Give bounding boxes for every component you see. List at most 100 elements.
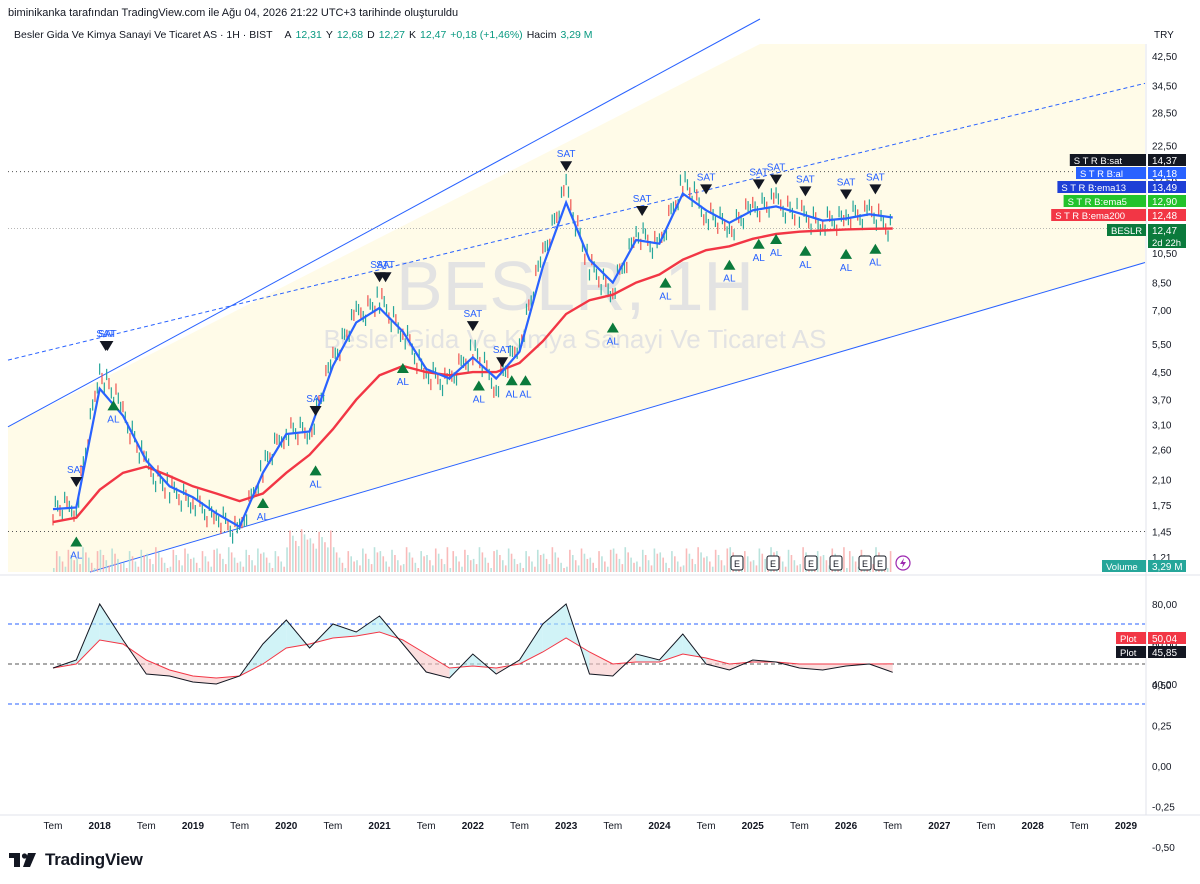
volume-bar [624, 547, 627, 572]
time-axis-label: 2023 [555, 821, 578, 832]
volume-bar [536, 549, 539, 572]
time-axis-label: Tem [697, 821, 716, 832]
volume-bar [350, 556, 352, 572]
volume-bar [268, 562, 271, 572]
buy-signal-marker [396, 363, 409, 374]
volume-bar [469, 560, 472, 572]
symbol-title[interactable]: Besler Gida Ve Kimya Sanayi Ve Ticaret A… [14, 29, 273, 41]
open-value: 12,31 [295, 29, 322, 41]
price-tag-label: S T R B:ema13 [1061, 183, 1126, 194]
price-tag-value-bg [1148, 181, 1186, 193]
volume-bar [318, 531, 320, 572]
indicator-tag-label: Plot [1120, 634, 1137, 645]
volume-bar [455, 556, 457, 572]
price-tag-label: S T R B:ema5 [1068, 197, 1127, 208]
indicator-axis-tick: 60,00 [1152, 640, 1177, 651]
sell-signal-label: SAT [796, 174, 815, 185]
volume-bar [192, 557, 195, 572]
volume-bar [166, 568, 169, 572]
lower-axis-tick: 0,50 [1152, 681, 1172, 692]
volume-bar [659, 552, 662, 572]
volume-bar [210, 566, 213, 572]
volume-bar [292, 535, 294, 572]
volume-bar [257, 548, 259, 572]
buy-signal-marker [659, 277, 672, 288]
volume-bar [717, 555, 720, 572]
volume-bar [399, 565, 402, 572]
volume-bar [854, 561, 857, 572]
price-axis-tick: 7,00 [1152, 306, 1172, 317]
buy-signal-label: AL [770, 248, 783, 259]
volume-bar [190, 558, 192, 572]
buy-signal-label: AL [659, 292, 672, 303]
sell-signal-marker [840, 189, 853, 200]
volume-bar [682, 565, 685, 572]
volume-bar [478, 547, 481, 572]
volume-bar [744, 551, 746, 572]
price-tag-label: S T R B:ema200 [1055, 211, 1125, 222]
low-label: D [367, 29, 375, 41]
buy-signal-marker [799, 245, 812, 256]
volume-bar [93, 568, 96, 572]
volume-bar [429, 560, 431, 572]
volume-bar [499, 555, 501, 572]
volume-bar [519, 562, 522, 572]
time-axis-label: 2022 [462, 821, 485, 832]
event-badge: E [829, 555, 843, 571]
time-axis-label: Tem [137, 821, 156, 832]
volume-bar [58, 556, 61, 572]
sell-signal-label: SAT [767, 163, 786, 174]
volume-bar [157, 552, 160, 572]
buy-signal-label: AL [257, 512, 270, 523]
indicator-axis-tick: 40,00 [1152, 680, 1177, 691]
volume-bar [606, 566, 609, 572]
volume-bar [761, 553, 764, 572]
volume-bar [665, 562, 667, 572]
tradingview-logo[interactable]: TradingView [9, 850, 143, 870]
buy-signal-marker [107, 400, 120, 411]
volume-bar [755, 565, 758, 572]
volume-bar [394, 555, 396, 572]
time-axis-label: Tem [510, 821, 529, 832]
price-axis-tick: 3,10 [1152, 421, 1172, 432]
event-badge-text: E [808, 559, 814, 569]
volume-bar [303, 534, 306, 572]
channel-upper-line [7, 18, 761, 428]
volume-bar [612, 548, 615, 572]
price-tag: S T R B:ema5 12,90 [1063, 195, 1186, 208]
volume-bar [598, 551, 600, 572]
event-badge-text: E [734, 559, 740, 569]
buy-signal-label: AL [506, 389, 519, 400]
channel-lower-line [89, 262, 1146, 573]
volume-bar [207, 561, 210, 572]
volume-bar [70, 555, 73, 572]
sell-signal-marker [770, 174, 783, 185]
sell-signal-marker [466, 321, 479, 332]
volume-bar [114, 553, 116, 572]
volume-bar [551, 547, 554, 572]
volume-bar [583, 553, 586, 572]
volume-bar [566, 566, 568, 572]
volume-bar [85, 552, 87, 572]
sell-signal-marker [101, 341, 114, 352]
volume-bar [697, 547, 699, 572]
volume-bar [213, 549, 215, 572]
price-axis-tick: 1,21 [1152, 553, 1172, 564]
time-axis-label: 2019 [182, 821, 205, 832]
price-axis-tick: 1,45 [1152, 528, 1172, 539]
volume-bar [315, 548, 318, 572]
price-axis-tick: 22,50 [1152, 142, 1177, 153]
volume-bar [674, 556, 676, 572]
volume-bar [195, 562, 198, 572]
sell-signal-marker [309, 405, 322, 416]
volume-bar [87, 557, 90, 572]
volume-bar [120, 564, 122, 572]
volume-bar [432, 565, 434, 572]
volume-bar [577, 565, 580, 572]
buy-signal-label: AL [519, 389, 532, 400]
volume-bar [668, 568, 670, 572]
volume-bar [347, 551, 350, 572]
volume-bar [379, 551, 382, 572]
indicator-fill [426, 654, 450, 678]
